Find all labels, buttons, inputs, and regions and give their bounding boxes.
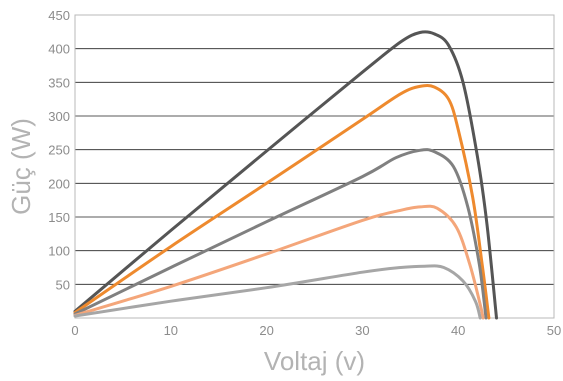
x-tick-label: 40 [451,323,465,338]
y-tick-label: 350 [48,75,70,90]
x-tick-label: 30 [355,323,369,338]
plot-frame [74,14,555,319]
series-line-5 [73,264,482,320]
x-tick-label: 50 [547,323,561,338]
y-axis-ticks: 50 100 150 200 250 300 350 400 450 [48,8,70,292]
series-line-2 [73,84,491,320]
series-line-1 [73,30,498,320]
y-tick-label: 450 [48,8,70,23]
series-line-3 [73,148,488,320]
y-tick-label: 250 [48,143,70,158]
y-tick-label: 200 [48,176,70,191]
x-tick-label: 0 [71,323,78,338]
series-line-4 [73,204,485,320]
x-tick-label: 20 [259,323,273,338]
y-tick-label: 300 [48,109,70,124]
y-tick-label: 400 [48,42,70,57]
y-axis-title: Güç (W) [6,118,36,215]
x-axis-ticks: 0 10 20 30 40 50 [71,323,561,338]
y-tick-label: 150 [48,210,70,225]
series-lines [73,30,498,320]
y-tick-label: 100 [48,244,70,259]
y-tick-label: 50 [56,277,70,292]
x-tick-label: 10 [164,323,178,338]
x-axis-title: Voltaj (v) [264,346,365,376]
